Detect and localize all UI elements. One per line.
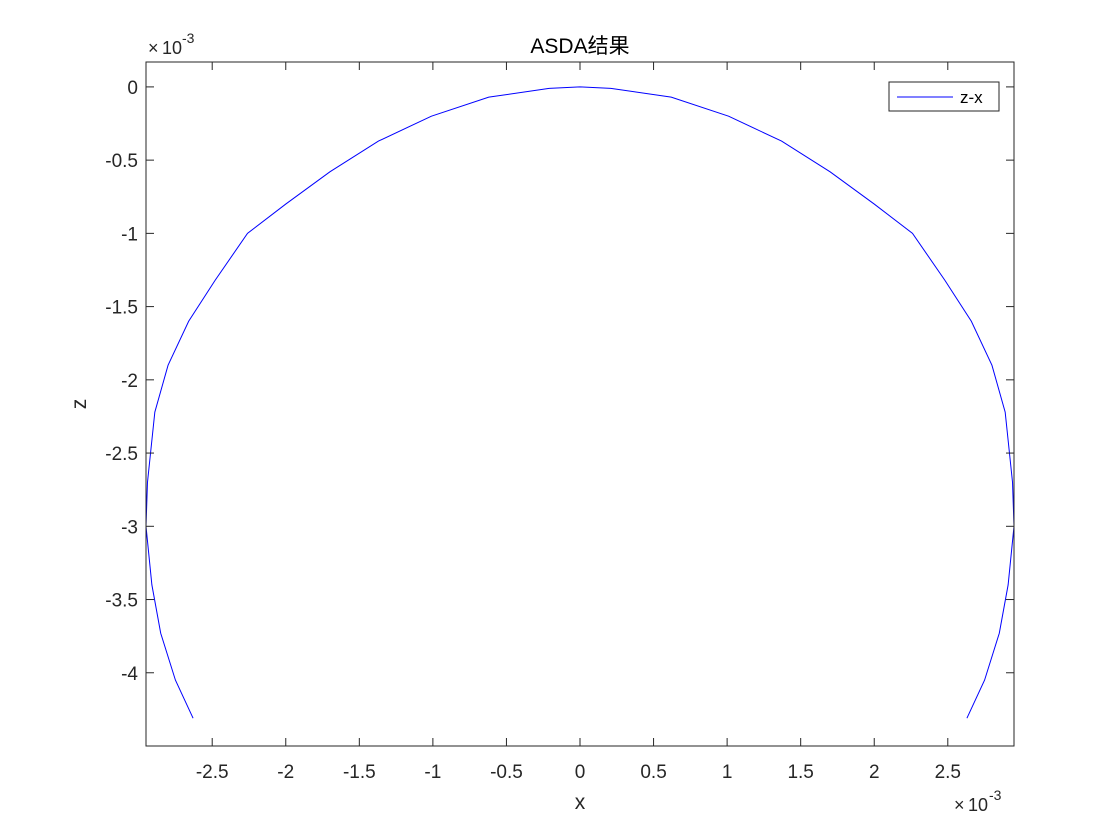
y-tick-label: -1.5: [105, 298, 138, 319]
series-line-z-x: [145, 86, 1015, 719]
x-axis-multiplier: × 10 -3: [954, 787, 1002, 815]
x-tick-label: -2.5: [196, 762, 229, 783]
y-multiplier-times: ×: [148, 38, 159, 58]
y-tick-label: -3: [121, 517, 138, 538]
y-tick-label: -3.5: [105, 591, 138, 612]
y-axis-multiplier: × 10 -3: [148, 30, 195, 58]
plot-area: [146, 62, 1014, 746]
y-tick-label: -2.5: [105, 444, 138, 465]
y-multiplier-base: 10: [162, 38, 182, 58]
y-tick-label: -1: [121, 224, 138, 245]
x-axis-ticks: -2.5 -2 -1.5 -1 -0.5 0 0.5 1 1.5 2 2.5: [196, 62, 961, 783]
x-multiplier-base: 10: [968, 795, 988, 815]
x-tick-label: -2: [277, 762, 294, 783]
x-tick-label: -1.5: [343, 762, 376, 783]
x-tick-label: 0: [575, 762, 586, 783]
y-tick-label: -4: [121, 664, 138, 685]
chart-title: ASDA结果: [530, 35, 629, 58]
axes-box: [145, 61, 1015, 747]
x-tick-label: 2: [869, 762, 880, 783]
y-tick-label: 0: [127, 78, 138, 99]
y-tick-label: -0.5: [105, 151, 138, 172]
legend-label: z-x: [960, 88, 983, 107]
y-multiplier-exponent: -3: [182, 30, 195, 46]
x-tick-label: 1.5: [787, 762, 813, 783]
x-tick-label: 2.5: [935, 762, 961, 783]
y-tick-label: -2: [121, 371, 138, 392]
x-multiplier-times: ×: [954, 795, 965, 815]
x-tick-label: -1: [424, 762, 441, 783]
y-axis-ticks: 0 -0.5 -1 -1.5 -2 -2.5 -3 -3.5 -4: [105, 78, 1014, 685]
x-axis-label: x: [575, 791, 586, 814]
x-tick-label: 0.5: [640, 762, 666, 783]
x-tick-label: 1: [722, 762, 733, 783]
x-tick-label: -0.5: [490, 762, 523, 783]
legend: z-x: [888, 81, 1000, 112]
x-multiplier-exponent: -3: [989, 787, 1002, 803]
y-axis-label: z: [68, 399, 91, 410]
